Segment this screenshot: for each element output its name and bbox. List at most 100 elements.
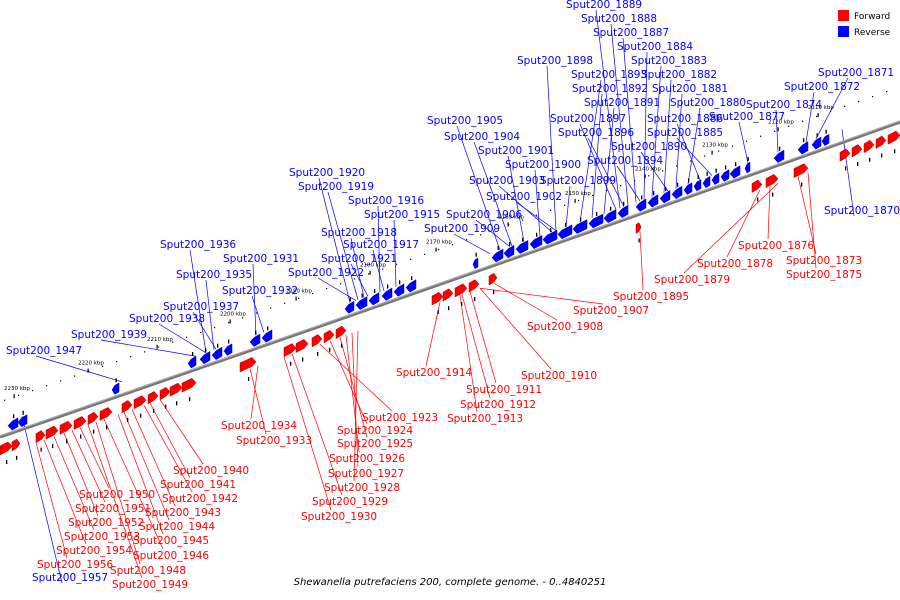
leader-line bbox=[291, 353, 343, 496]
gene-tick bbox=[153, 408, 155, 413]
leader-line bbox=[610, 23, 629, 206]
leader-line bbox=[603, 107, 615, 214]
gene-label: Sput200_1906 bbox=[446, 209, 522, 221]
gene-label: Sput200_1941 bbox=[160, 479, 236, 491]
scale-dot bbox=[872, 95, 874, 98]
gene-tick bbox=[845, 166, 847, 171]
leader-line bbox=[339, 337, 368, 438]
gene-tick bbox=[267, 326, 269, 331]
gene-tick bbox=[497, 246, 499, 251]
leader-line bbox=[71, 430, 106, 503]
gene-tick bbox=[217, 343, 219, 348]
scale-tick bbox=[87, 368, 89, 373]
scale-dot bbox=[662, 170, 664, 172]
scale-dot bbox=[746, 140, 748, 142]
gene-label: Sput200_1920 bbox=[289, 167, 365, 179]
gene-label: Sput200_1916 bbox=[348, 195, 424, 207]
leader-line bbox=[317, 277, 357, 301]
reverse-gene-mark bbox=[529, 235, 543, 250]
gene-label: Sput200_1945 bbox=[133, 535, 209, 547]
forward-gene-mark bbox=[442, 288, 454, 302]
scale-dot bbox=[130, 356, 132, 358]
scale-dot bbox=[242, 317, 244, 319]
leader-line bbox=[595, 9, 621, 209]
leader-line bbox=[515, 201, 557, 231]
gene-label: Sput200_1924 bbox=[337, 425, 413, 437]
reverse-gene-mark bbox=[211, 346, 223, 361]
scale-dot bbox=[844, 105, 846, 108]
gene-tick bbox=[140, 413, 142, 418]
scale-tick-label: 2180 kbp bbox=[360, 263, 386, 269]
leader-line bbox=[534, 169, 541, 237]
reverse-gene-mark bbox=[603, 209, 617, 224]
gene-tick bbox=[115, 378, 117, 383]
leader-line bbox=[805, 91, 815, 143]
leader-line bbox=[453, 233, 491, 255]
scale-dot bbox=[340, 283, 342, 285]
leader-line bbox=[35, 442, 68, 559]
reverse-gene-mark bbox=[187, 355, 197, 369]
gene-label: Sput200_1896 bbox=[558, 127, 634, 139]
leader-line bbox=[591, 93, 603, 218]
gene-tick bbox=[448, 306, 450, 311]
scale-dot bbox=[4, 399, 6, 401]
backbone-line bbox=[0, 120, 900, 439]
forward-gene-mark bbox=[635, 222, 642, 234]
forward-gene-mark bbox=[0, 441, 13, 456]
scale-tick bbox=[435, 247, 437, 252]
reverse-gene-mark bbox=[821, 133, 830, 147]
leader-line bbox=[469, 291, 497, 384]
scale-dot bbox=[718, 150, 720, 152]
gene-tick bbox=[522, 237, 524, 242]
gene-label: Sput200_1951 bbox=[75, 503, 151, 515]
gene-tick bbox=[13, 414, 15, 419]
leader-line bbox=[475, 219, 511, 248]
scale-dot bbox=[116, 360, 118, 363]
scale-dot bbox=[620, 185, 622, 187]
gene-label: Sput200_1878 bbox=[697, 258, 773, 270]
gene-tick bbox=[317, 351, 319, 356]
gene-tick bbox=[610, 206, 612, 211]
gene-tick bbox=[697, 174, 699, 179]
reverse-gene-mark bbox=[249, 333, 261, 347]
gene-tick bbox=[816, 133, 818, 138]
gene-tick bbox=[779, 146, 781, 151]
backbone-highlight bbox=[0, 120, 900, 437]
leader-line bbox=[35, 355, 123, 383]
leader-line bbox=[587, 137, 625, 207]
scale-dot bbox=[354, 278, 356, 280]
forward-gene-mark bbox=[431, 291, 444, 306]
scale-dot bbox=[410, 258, 412, 260]
reverse-gene-mark bbox=[635, 198, 647, 212]
gene-label: Sput200_1915 bbox=[364, 209, 440, 221]
forward-gene-mark bbox=[335, 325, 347, 340]
reverse-gene-mark bbox=[659, 190, 671, 204]
gene-label: Sput200_1908 bbox=[527, 321, 603, 333]
gene-tick bbox=[677, 182, 679, 187]
leader-line bbox=[459, 295, 478, 413]
reverse-gene-mark bbox=[557, 224, 573, 240]
leader-line bbox=[565, 185, 571, 228]
leader-line bbox=[95, 421, 141, 565]
gene-tick bbox=[623, 201, 625, 206]
gene-tick bbox=[803, 138, 805, 143]
legend-swatch bbox=[838, 10, 849, 21]
leader-line bbox=[479, 287, 604, 305]
gene-label: Sput200_1927 bbox=[328, 468, 404, 480]
gene-label: Sput200_1883 bbox=[631, 55, 707, 67]
forward-gene-mark bbox=[11, 438, 21, 452]
leader-line bbox=[377, 205, 381, 293]
leader-line bbox=[775, 109, 779, 153]
scale-tick-label: 2190 kbp bbox=[286, 289, 312, 295]
gene-label: Sput200_1946 bbox=[133, 550, 209, 562]
scale-dot bbox=[606, 189, 608, 192]
gene-label: Sput200_1891 bbox=[584, 97, 660, 109]
gene-tick bbox=[825, 129, 827, 134]
leader-line bbox=[546, 65, 557, 231]
scale-tick bbox=[711, 150, 713, 155]
reverse-gene-mark bbox=[472, 257, 479, 270]
leader-line bbox=[372, 249, 385, 291]
reverse-gene-mark bbox=[199, 350, 211, 365]
scale-dot bbox=[74, 375, 76, 377]
gene-label: Sput200_1925 bbox=[337, 438, 413, 450]
